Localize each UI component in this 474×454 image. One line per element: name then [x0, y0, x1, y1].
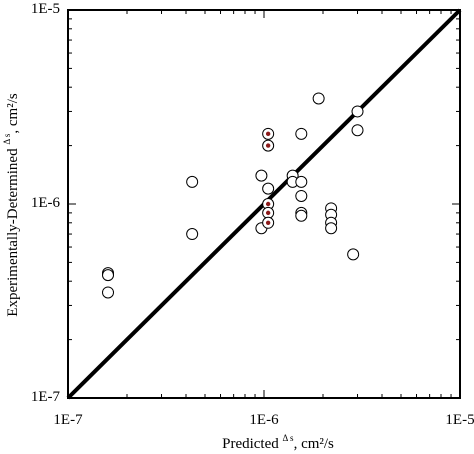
data-point-4 — [186, 228, 199, 241]
data-point-24 — [325, 222, 338, 235]
y-axis-title-pre: Experimentally-Determined — [5, 145, 21, 317]
data-point-dot-10 — [265, 201, 271, 207]
axis-ticks — [67, 9, 461, 399]
x-axis-title: Predicted Δ s, cm²/s — [222, 433, 334, 452]
y-tick-label-1e-6: 1E-6 — [31, 195, 61, 211]
data-point-2 — [102, 286, 115, 299]
data-point-dot-8 — [265, 143, 271, 148]
x-tick-label-1e-5: 1E-5 — [445, 412, 474, 428]
x-tick-label-1e-7: 1E-7 — [53, 412, 83, 428]
x-axis-title-pre: Predicted — [222, 436, 282, 452]
x-tick-label-1e-6: 1E-6 — [249, 412, 279, 428]
data-point-5 — [255, 169, 268, 182]
y-axis-title-symbol: Δ s — [2, 133, 12, 145]
data-point-20 — [312, 92, 325, 105]
y-axis-title-post: , cm²/s — [5, 93, 21, 133]
x-axis-title-post: , cm²/s — [294, 436, 334, 452]
data-point-3 — [186, 175, 199, 188]
data-point-dot-11 — [265, 210, 271, 216]
data-point-26 — [351, 105, 364, 118]
y-tick-label-1e-7: 1E-7 — [31, 389, 61, 405]
x-axis-title-symbol: Δ s — [283, 433, 295, 443]
data-point-15 — [295, 127, 308, 140]
data-points-layer — [102, 92, 364, 299]
data-point-17 — [295, 189, 308, 202]
data-point-dot-7 — [265, 131, 271, 137]
data-point-27 — [351, 124, 364, 137]
data-point-19 — [295, 209, 308, 222]
data-point-16 — [295, 175, 308, 188]
data-point-dot-12 — [265, 220, 271, 226]
data-point-1 — [102, 269, 115, 282]
data-point-25 — [347, 248, 360, 261]
y-axis-title: Experimentally-Determined Δ s, cm²/s — [2, 93, 21, 317]
data-point-9 — [262, 182, 275, 195]
y-tick-label-1e-5: 1E-5 — [31, 1, 60, 17]
